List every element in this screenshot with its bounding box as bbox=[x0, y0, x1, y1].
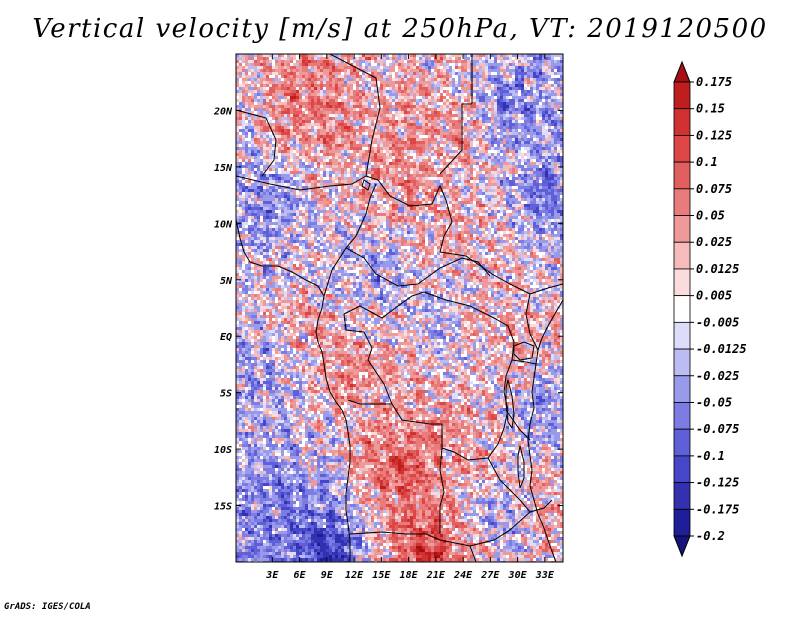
colorbar-label: 0.1 bbox=[696, 155, 718, 169]
lake-chad bbox=[361, 179, 371, 191]
colorbar-segment bbox=[673, 161, 691, 190]
y-tick-label: 20N bbox=[213, 106, 233, 117]
colorbar-segment bbox=[673, 268, 691, 297]
colorbar-segment bbox=[673, 348, 691, 377]
footer-credit: GrADS: IGES/COLA bbox=[4, 602, 91, 612]
colorbar-segment bbox=[673, 375, 691, 403]
border-angola-zambia bbox=[439, 447, 445, 534]
x-tick-label: 6E bbox=[294, 570, 307, 581]
x-tick-label: 3E bbox=[265, 570, 279, 581]
colorbar-top-triangle bbox=[673, 60, 691, 83]
colorbar-segment bbox=[673, 188, 691, 216]
colorbar-segment bbox=[673, 402, 691, 430]
border-zimbabwe bbox=[439, 511, 531, 562]
border-gabon-congo bbox=[343, 313, 393, 405]
border-tanzania bbox=[505, 359, 537, 441]
border-drc-north bbox=[343, 291, 509, 327]
x-tick-label: 15E bbox=[372, 570, 391, 581]
colorbar-segment bbox=[673, 215, 691, 243]
colorbar-segment bbox=[673, 295, 691, 323]
colorbar-segment bbox=[673, 428, 691, 457]
border-angola-south bbox=[349, 531, 441, 541]
y-tick-label: 15N bbox=[214, 163, 233, 174]
y-tick-label: 5N bbox=[220, 276, 233, 287]
colorbar-label: 0.05 bbox=[696, 209, 725, 223]
vertical-velocity-field bbox=[236, 54, 563, 562]
border-angola-drc bbox=[347, 399, 489, 461]
colorbar-bottom-triangle bbox=[673, 535, 691, 558]
colorbar-label: -0.005 bbox=[696, 315, 739, 329]
border-niger-nigeria bbox=[236, 175, 367, 191]
x-tick-label: 24E bbox=[453, 570, 473, 581]
colorbar-label: -0.0125 bbox=[696, 342, 747, 356]
border-algeria-libya bbox=[329, 54, 381, 177]
colorbar-segment bbox=[673, 241, 691, 270]
border-mali-burkina bbox=[236, 109, 277, 177]
colorbar-label: 0.075 bbox=[696, 182, 732, 196]
colorbar-label: -0.2 bbox=[696, 529, 725, 543]
border-drc-east bbox=[487, 325, 515, 459]
chart-title: Vertical velocity [m/s] at 250hPa, VT: 2… bbox=[32, 14, 768, 44]
colorbar-label: -0.05 bbox=[696, 395, 732, 409]
y-tick-label: EQ bbox=[220, 332, 232, 343]
y-tick-label: 15S bbox=[214, 502, 232, 513]
x-tick-label: 18E bbox=[400, 570, 419, 581]
border-libya-egypt bbox=[439, 54, 473, 175]
colorbar-label: -0.125 bbox=[696, 476, 739, 490]
x-tick-label: 30E bbox=[508, 570, 528, 581]
colorbar-label: 0.0125 bbox=[696, 262, 739, 276]
border-sudan-chad bbox=[365, 175, 453, 253]
colorbar-label: 0.15 bbox=[696, 102, 725, 116]
x-tick-label: 21E bbox=[426, 570, 446, 581]
lake-malawi bbox=[517, 445, 525, 489]
colorbar-label: 0.125 bbox=[696, 128, 732, 142]
west-african-coastline bbox=[236, 219, 351, 562]
y-tick-label: 5S bbox=[220, 389, 232, 400]
y-tick-label: 10S bbox=[214, 445, 232, 456]
colorbar-label: -0.175 bbox=[696, 502, 739, 516]
border-zambia-mozambique bbox=[487, 457, 553, 513]
x-tick-label: 12E bbox=[345, 570, 364, 581]
colorbar-segment bbox=[673, 321, 691, 350]
border-nigeria-cameroon bbox=[323, 183, 377, 297]
colorbar-label: -0.075 bbox=[696, 422, 739, 436]
plot-frame bbox=[235, 53, 564, 563]
border-uganda-kenya bbox=[525, 293, 539, 351]
y-tick-label: 10N bbox=[214, 219, 233, 230]
colorbar-segment bbox=[673, 135, 691, 163]
x-tick-label: 27E bbox=[480, 570, 500, 581]
colorbar-label: -0.025 bbox=[696, 369, 739, 383]
colorbar-segment bbox=[673, 108, 691, 136]
border-south-sudan bbox=[439, 251, 563, 295]
country-boundaries bbox=[236, 54, 563, 562]
colorbar-label: 0.025 bbox=[696, 235, 732, 249]
colorbar-label: 0.005 bbox=[696, 289, 732, 303]
colorbar: 0.175 0.15 0.125 0.1 0.075 0.05 0.025 0.0125 0.0… bbox=[673, 60, 747, 558]
colorbar-label: 0.175 bbox=[696, 75, 732, 89]
lake-tanganyika bbox=[505, 379, 515, 430]
colorbar-segment bbox=[673, 455, 691, 483]
x-tick-label: 33E bbox=[535, 570, 555, 581]
axes: 3E 6E 9E 12E 15E 18E 21E 24E 27E 30E 33E 20N 15N 10N 5… bbox=[213, 54, 563, 581]
lake-victoria bbox=[513, 341, 535, 361]
colorbar-segment bbox=[673, 482, 691, 510]
colorbar-label: -0.1 bbox=[696, 449, 725, 463]
colorbar-segment bbox=[673, 81, 691, 110]
east-african-coastline bbox=[527, 299, 563, 562]
x-tick-label: 9E bbox=[321, 570, 334, 581]
colorbar-segment bbox=[673, 508, 691, 537]
